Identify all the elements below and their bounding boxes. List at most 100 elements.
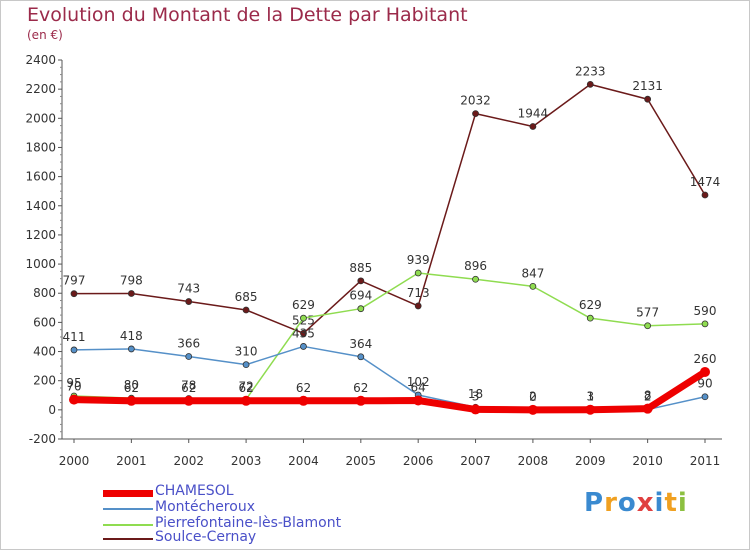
data-label-2: 2 xyxy=(529,390,537,404)
data-label-1: 694 xyxy=(349,289,372,303)
logo-letter: x xyxy=(636,488,655,518)
data-point-2 xyxy=(185,353,193,360)
y-tick-label: 200 xyxy=(33,374,56,388)
y-tick-label: 800 xyxy=(33,286,56,300)
legend-swatch-chamesol xyxy=(103,490,153,497)
data-point-1 xyxy=(701,320,709,328)
x-tick-label: 2005 xyxy=(346,454,377,468)
data-label-0: 797 xyxy=(63,274,86,288)
data-label-3: 260 xyxy=(694,352,717,366)
data-label-0: 685 xyxy=(235,290,258,304)
data-label-0: 2233 xyxy=(575,64,606,78)
y-tick-label: 2200 xyxy=(25,82,56,96)
x-tick-label: 2007 xyxy=(460,454,491,468)
data-point-1 xyxy=(357,305,365,313)
data-point-0 xyxy=(701,191,709,199)
y-tick-label: 1200 xyxy=(25,228,56,242)
data-label-2: 364 xyxy=(349,337,372,351)
data-point-3 xyxy=(585,404,596,415)
data-point-3 xyxy=(298,395,309,406)
y-tick-label: 600 xyxy=(33,315,56,329)
logo-letter: o xyxy=(617,488,637,518)
proxiti-logo: Proxiti xyxy=(584,488,688,518)
y-tick-label: 2000 xyxy=(25,111,56,125)
data-label-1: 78 xyxy=(181,378,196,392)
x-tick-label: 2011 xyxy=(690,454,721,468)
data-label-1: 80 xyxy=(124,378,139,392)
data-point-3 xyxy=(241,395,252,406)
chart-subtitle: (en €) xyxy=(27,28,63,42)
data-label-0: 798 xyxy=(120,274,143,288)
data-label-1: 629 xyxy=(292,298,315,312)
legend-swatch-pierrefontaine xyxy=(103,524,153,526)
data-label-3: 0 xyxy=(529,390,537,404)
data-label-2: 102 xyxy=(407,375,430,389)
y-tick-label: 1600 xyxy=(25,170,56,184)
data-point-2 xyxy=(701,393,709,401)
y-tick-label: 1000 xyxy=(25,257,56,271)
data-point-0 xyxy=(70,290,78,298)
data-label-1: 590 xyxy=(694,304,717,318)
chart-title: Evolution du Montant de la Dette par Hab… xyxy=(27,4,468,26)
data-point-3 xyxy=(470,404,481,415)
data-label-3: 3 xyxy=(472,389,480,403)
data-label-3: 62 xyxy=(181,381,196,395)
x-tick-label: 2009 xyxy=(575,454,606,468)
data-point-0 xyxy=(357,277,365,285)
y-tick-label: 400 xyxy=(33,345,56,359)
data-point-3 xyxy=(126,395,137,406)
data-point-3 xyxy=(527,404,538,415)
y-tick-label: -200 xyxy=(29,432,56,446)
data-point-0 xyxy=(586,80,594,88)
legend-label-chamesol: CHAMESOL xyxy=(155,483,234,499)
x-tick-label: 2002 xyxy=(173,454,204,468)
data-label-3: 62 xyxy=(124,381,139,395)
legend-label-pierrefontaine: Pierrefontaine-lès-Blamont xyxy=(155,515,342,531)
data-label-0: 885 xyxy=(349,261,372,275)
series-line-1 xyxy=(73,272,706,401)
data-label-1: 577 xyxy=(636,306,659,320)
data-point-1 xyxy=(300,314,307,322)
x-tick-label: 2006 xyxy=(403,454,434,468)
legend-swatch-soulce-cernay xyxy=(103,538,153,540)
data-label-1: 847 xyxy=(521,266,544,280)
data-label-1: 629 xyxy=(579,298,602,312)
data-point-3 xyxy=(69,394,79,405)
data-point-0 xyxy=(472,110,479,118)
x-tick-label: 2000 xyxy=(59,454,90,468)
data-point-3 xyxy=(642,403,653,414)
data-label-1: 896 xyxy=(464,259,487,273)
data-label-0: 1944 xyxy=(518,106,549,120)
data-point-0 xyxy=(127,290,135,297)
x-tick-label: 2003 xyxy=(231,454,262,468)
data-label-2: 418 xyxy=(120,329,143,343)
y-tick-label: 1400 xyxy=(25,199,56,213)
x-tick-label: 2008 xyxy=(518,454,549,468)
data-label-3: 8 xyxy=(644,389,652,403)
data-point-3 xyxy=(700,366,710,377)
legend-swatch-montecheroux xyxy=(103,508,153,510)
data-point-2 xyxy=(357,353,365,361)
x-tick-label: 2001 xyxy=(116,454,147,468)
y-tick-label: 2400 xyxy=(25,53,56,67)
series-line-0 xyxy=(73,83,706,335)
data-label-1: 72 xyxy=(238,379,253,393)
data-label-0: 713 xyxy=(407,286,430,300)
data-point-0 xyxy=(414,302,422,310)
data-label-3: 62 xyxy=(238,381,253,395)
legend-label-soulce-cernay: Soulce-Cernay xyxy=(155,529,257,545)
data-label-3: 70 xyxy=(66,380,81,394)
data-label-3: 1 xyxy=(586,390,594,404)
data-point-1 xyxy=(529,282,537,290)
data-label-2: 366 xyxy=(177,336,200,350)
data-point-1 xyxy=(586,314,594,322)
data-point-1 xyxy=(644,322,652,330)
legend-label-montecheroux: Montécheroux xyxy=(155,499,255,515)
data-point-2 xyxy=(70,346,78,354)
data-label-2: 18 xyxy=(468,387,483,401)
series-line-3 xyxy=(70,368,709,414)
data-label-2: 411 xyxy=(63,330,86,344)
data-point-2 xyxy=(242,361,250,369)
y-tick-label: 0 xyxy=(48,403,56,417)
